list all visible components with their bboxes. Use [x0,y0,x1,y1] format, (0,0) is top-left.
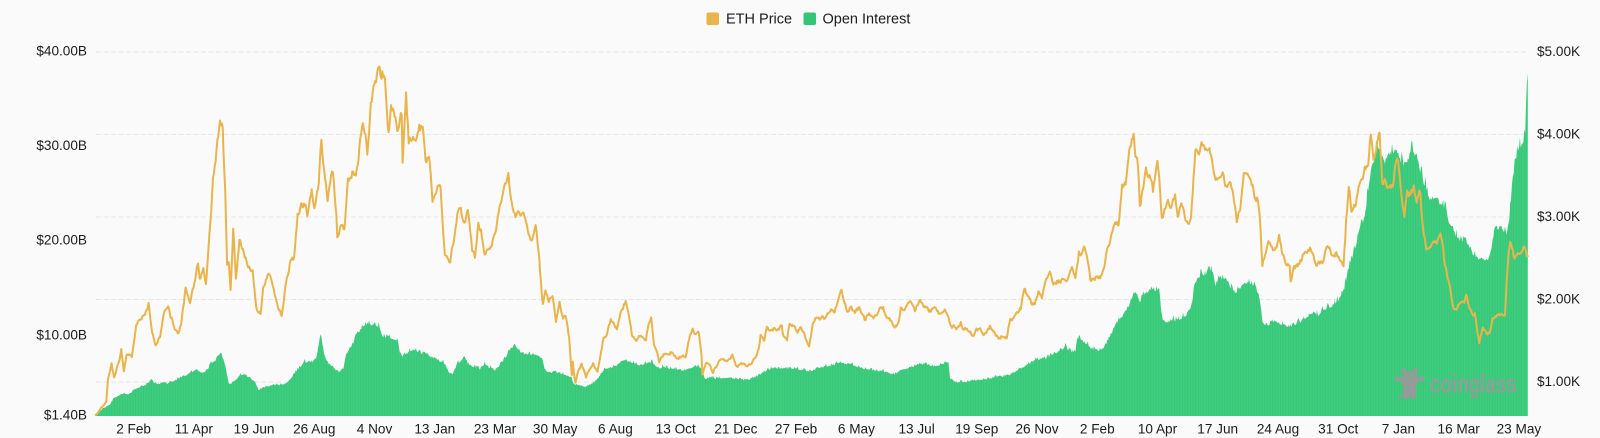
svg-text:13 Jan: 13 Jan [414,422,455,437]
svg-text:26 Aug: 26 Aug [293,422,335,437]
svg-text:$10.00B: $10.00B [36,327,87,342]
svg-text:ETH Price: ETH Price [726,12,792,28]
svg-text:23 Mar: 23 Mar [474,422,517,437]
svg-text:coinglass: coinglass [1430,369,1517,399]
svg-text:13 Oct: 13 Oct [656,422,696,437]
svg-text:19 Sep: 19 Sep [955,422,998,437]
svg-text:$5.00K: $5.00K [1537,44,1580,59]
svg-text:19 Jun: 19 Jun [234,422,275,437]
svg-text:30 May: 30 May [533,422,578,437]
svg-text:$2.00K: $2.00K [1537,291,1580,306]
svg-text:2 Feb: 2 Feb [1080,422,1115,437]
svg-text:21 Dec: 21 Dec [714,422,757,437]
svg-text:6 Aug: 6 Aug [598,422,633,437]
svg-text:2 Feb: 2 Feb [116,422,151,437]
svg-text:Open Interest: Open Interest [823,12,911,28]
svg-text:27 Feb: 27 Feb [775,422,817,437]
svg-text:7 Jan: 7 Jan [1382,422,1415,437]
svg-text:17 Jun: 17 Jun [1197,422,1238,437]
svg-text:$3.00K: $3.00K [1537,209,1580,224]
svg-text:$1.40B: $1.40B [44,407,87,422]
svg-text:24 Aug: 24 Aug [1257,422,1299,437]
svg-text:26 Nov: 26 Nov [1015,422,1058,437]
svg-text:$1.00K: $1.00K [1537,374,1580,389]
svg-text:23 May: 23 May [1497,422,1542,437]
svg-text:11 Apr: 11 Apr [175,422,214,437]
svg-text:4 Nov: 4 Nov [357,422,393,437]
svg-text:6 May: 6 May [838,422,875,437]
svg-text:10 Apr: 10 Apr [1138,422,1178,437]
svg-text:$4.00K: $4.00K [1537,126,1580,141]
svg-text:13 Jul: 13 Jul [898,422,934,437]
svg-text:31 Oct: 31 Oct [1318,422,1358,437]
svg-text:$40.00B: $40.00B [36,43,87,58]
svg-text:$30.00B: $30.00B [36,138,87,153]
svg-text:16 Mar: 16 Mar [1438,422,1481,437]
svg-text:$20.00B: $20.00B [36,233,87,248]
